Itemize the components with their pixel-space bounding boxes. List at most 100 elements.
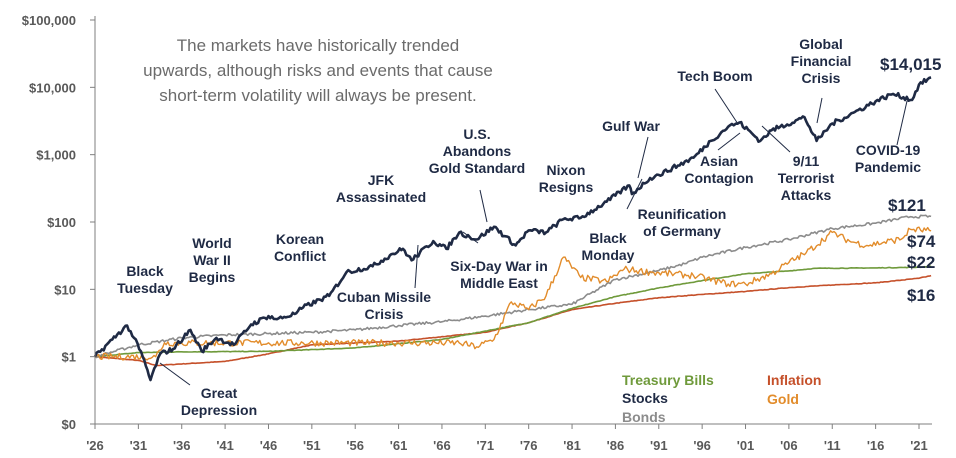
intro-line: The markets have historically trended bbox=[177, 36, 460, 55]
legend-item-stocks: Stocks bbox=[622, 390, 668, 406]
annotation-line: Monday bbox=[582, 247, 635, 263]
end-value-labels: $14,015 $121 $74 $22 $16 bbox=[880, 55, 941, 305]
annotation-line: COVID-19 bbox=[856, 142, 921, 158]
end-label-stocks: $14,015 bbox=[880, 55, 941, 74]
legend-item-inflation: Inflation bbox=[767, 372, 821, 388]
x-tick-label: '06 bbox=[780, 438, 798, 453]
legend-item-treasury-bills: Treasury Bills bbox=[622, 372, 714, 388]
annotation-line: Black bbox=[126, 263, 164, 279]
y-tick-label: $10 bbox=[54, 282, 76, 297]
annotation-gulf-war: Gulf War bbox=[602, 118, 660, 179]
x-tick-label: '16 bbox=[867, 438, 885, 453]
legend-item-gold: Gold bbox=[767, 391, 799, 407]
annotation-line: Financial bbox=[791, 53, 852, 69]
x-tick-label: '96 bbox=[693, 438, 711, 453]
y-tick-label: $1,000 bbox=[36, 148, 76, 163]
axes: $100,000 $10,000 $1,000 $100 $10 $1 $0 '26 '31 '3… bbox=[22, 13, 932, 453]
annotation-line: Nixon bbox=[547, 162, 586, 178]
annotation-line: Middle East bbox=[460, 275, 538, 291]
annotation-leader bbox=[626, 178, 643, 210]
x-tick-label: '81 bbox=[563, 438, 581, 453]
x-tick-label: '46 bbox=[260, 438, 278, 453]
legend: Treasury Bills Stocks Bonds Inflation Gold bbox=[622, 372, 821, 425]
x-tick-label: '21 bbox=[910, 438, 928, 453]
annotation-line: World bbox=[192, 235, 231, 251]
annotation-line: Global bbox=[799, 36, 843, 52]
y-tick-label: $100,000 bbox=[22, 13, 76, 28]
annotation-line: JFK bbox=[368, 172, 394, 188]
annotation-line: Six-Day War in bbox=[450, 258, 548, 274]
annotation-leader bbox=[462, 231, 479, 244]
annotation-leader bbox=[717, 132, 741, 151]
y-tick-label: $1 bbox=[62, 350, 76, 365]
annotation-line: Gulf War bbox=[602, 118, 660, 134]
annotation-line: Crisis bbox=[365, 306, 404, 322]
x-tick-label: '36 bbox=[173, 438, 191, 453]
annotation-leader bbox=[479, 189, 488, 223]
annotation-leader bbox=[159, 362, 191, 386]
annotation-line: Black bbox=[589, 230, 627, 246]
x-tick-label: '31 bbox=[130, 438, 148, 453]
annotation-leader bbox=[896, 100, 908, 146]
annotation-line: Attacks bbox=[781, 187, 832, 203]
end-label-tbills: $22 bbox=[907, 253, 935, 272]
series-line-bonds bbox=[94, 214, 932, 359]
annotation-line: Tech Boom bbox=[677, 68, 752, 84]
x-tick-label: '71 bbox=[477, 438, 495, 453]
legend-item-bonds: Bonds bbox=[622, 409, 666, 425]
y-tick-label: $10,000 bbox=[29, 80, 76, 95]
annotation-line: Tuesday bbox=[117, 280, 173, 296]
x-tick-label: '61 bbox=[390, 438, 408, 453]
annotation-line: Pandemic bbox=[855, 159, 921, 175]
end-label-bonds: $121 bbox=[888, 196, 926, 215]
annotation-line: Conflict bbox=[274, 248, 326, 264]
x-tick-label: '51 bbox=[303, 438, 321, 453]
series-line-tbills bbox=[94, 265, 932, 358]
annotation-line: Abandons bbox=[443, 143, 512, 159]
series-line-stocks bbox=[93, 76, 932, 382]
annotation-line: War II bbox=[193, 252, 231, 268]
intro-line: upwards, although risks and events that … bbox=[143, 61, 493, 80]
annotation-line: Reunification bbox=[638, 206, 727, 222]
x-tick-label: '91 bbox=[650, 438, 668, 453]
annotation-line: Assassinated bbox=[336, 189, 426, 205]
annotation-line: of Germany bbox=[643, 223, 721, 239]
annotation-leader bbox=[414, 244, 419, 289]
x-tick-label: '41 bbox=[216, 438, 234, 453]
annotation-line: Begins bbox=[189, 269, 236, 285]
annotation-line: 9/11 bbox=[793, 153, 820, 169]
annotation-line: Depression bbox=[181, 402, 257, 418]
annotation-line: Terrorist bbox=[778, 170, 835, 186]
annotation-line: Great bbox=[201, 385, 238, 401]
annotation-line: Korean bbox=[276, 231, 324, 247]
annotation-line: Gold Standard bbox=[429, 160, 525, 176]
annotation-line: Asian bbox=[700, 153, 738, 169]
annotation-leader bbox=[816, 97, 823, 124]
annotation-tech-boom: Tech Boom bbox=[677, 68, 753, 125]
x-tick-label: '11 bbox=[824, 438, 841, 453]
x-tick-label: '66 bbox=[433, 438, 451, 453]
annotation-line: Cuban Missile bbox=[337, 289, 431, 305]
end-label-gold: $74 bbox=[907, 232, 936, 251]
intro-text: The markets have historically trended upw… bbox=[143, 36, 493, 105]
series-lines bbox=[93, 76, 932, 382]
annotation-line: U.S. bbox=[463, 126, 490, 142]
annotation-line: Contagion bbox=[684, 170, 753, 186]
x-tick-label: '76 bbox=[520, 438, 538, 453]
y-tick-label: $0 bbox=[62, 417, 76, 432]
annotation-leader bbox=[637, 136, 649, 179]
